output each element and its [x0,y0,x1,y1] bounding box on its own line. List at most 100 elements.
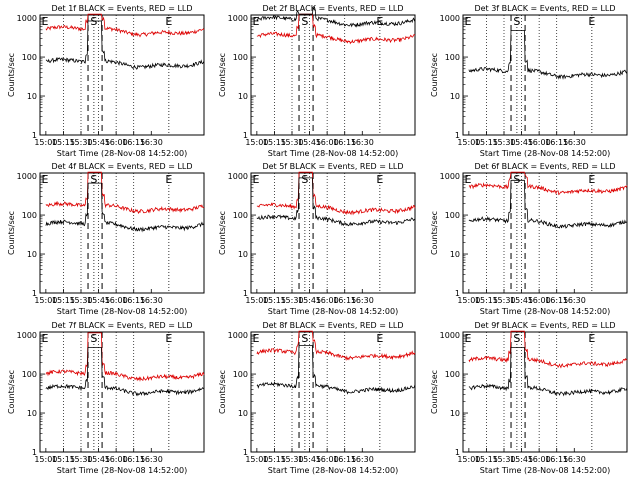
x-tick-label: 15:30 [492,455,515,464]
y-tick-label: 10 [27,409,37,418]
x-tick-label: 16:00 [105,138,128,147]
x-tick-label: 16:30 [563,455,586,464]
x-tick-label: 15:30 [280,138,303,147]
x-axis-label: Start Time (28-Nov-08 14:52:00) [268,307,398,316]
x-axis-label: Start Time (28-Nov-08 14:52:00) [480,307,610,316]
marker-label: E [165,15,172,28]
panel-title: Det 9f BLACK = Events, RED = LLD [474,321,615,330]
x-tick-label: 16:15 [122,138,145,147]
x-tick-label: 15:15 [52,296,75,305]
x-tick-label: 15:30 [69,296,92,305]
y-tick-label: 10 [27,92,37,101]
y-tick-label: 1 [455,131,460,140]
panel-title: Det 5f BLACK = Events, RED = LLD [262,162,403,171]
marker-label: S [513,173,520,186]
x-tick-label: 16:30 [140,455,163,464]
x-tick-label: 16:00 [316,455,339,464]
y-tick-label: 10 [27,250,37,259]
series-events-black [45,20,205,70]
x-tick-label: 15:15 [263,138,286,147]
y-tick-label: 1 [32,131,37,140]
y-tick-label: 100 [233,370,248,379]
series-lld-red [45,171,205,215]
x-tick-label: 15:15 [263,455,286,464]
marker-label: E [465,332,472,345]
x-axis-label: Start Time (28-Nov-08 14:52:00) [480,149,610,158]
x-tick-label: 16:15 [333,296,356,305]
marker-label: E [42,173,49,186]
plot-frame [39,172,205,294]
y-axis-label: Counts/sec [430,211,439,255]
plot-frame [250,14,416,136]
y-tick-label: 100 [233,53,248,62]
x-tick-label: 16:30 [140,138,163,147]
marker-label: S [301,173,308,186]
marker-label: E [376,173,383,186]
x-tick-label: 15:45 [87,455,110,464]
y-tick-label: 1000 [17,14,37,23]
x-tick-label: 15:45 [87,138,110,147]
x-tick-label: 15:30 [492,296,515,305]
series-events-black [256,177,416,227]
x-tick-label: 16:00 [105,296,128,305]
panel-title: Det 3f BLACK = Events, RED = LLD [474,4,615,13]
x-tick-label: 15:00 [457,455,480,464]
plot-frame [462,172,628,294]
marker-label: E [588,332,595,345]
y-tick-label: 1000 [228,331,248,340]
x-tick-label: 15:00 [245,296,268,305]
x-tick-label: 16:00 [528,455,551,464]
y-tick-label: 1 [243,131,248,140]
x-tick-label: 16:15 [545,138,568,147]
x-tick-label: 15:00 [457,138,480,147]
x-tick-label: 15:45 [298,138,321,147]
x-tick-label: 16:00 [105,455,128,464]
marker-label: S [90,15,97,28]
x-tick-label: 16:30 [351,138,374,147]
y-axis-label: Counts/sec [218,211,227,255]
y-tick-label: 1 [243,289,248,298]
x-axis-label: Start Time (28-Nov-08 14:52:00) [268,149,398,158]
series-events-black [45,347,205,397]
series-events-black [256,345,416,395]
x-tick-label: 15:00 [34,296,57,305]
y-tick-label: 1 [455,448,460,457]
x-tick-label: 15:15 [475,138,498,147]
y-tick-label: 1000 [228,172,248,181]
marker-label: E [376,332,383,345]
x-tick-label: 15:00 [34,455,57,464]
x-tick-label: 15:00 [34,138,57,147]
x-tick-label: 16:00 [528,296,551,305]
panel-title: Det 4f BLACK = Events, RED = LLD [51,162,192,171]
x-axis-label: Start Time (28-Nov-08 14:52:00) [480,466,610,475]
series-events-black [45,182,205,233]
series-events-black [256,6,416,28]
y-axis-label: Counts/sec [218,53,227,97]
x-tick-label: 16:00 [316,138,339,147]
series-lld-red [256,171,416,216]
x-tick-label: 16:15 [122,296,145,305]
y-tick-label: 100 [22,211,37,220]
x-tick-label: 16:30 [140,296,163,305]
y-tick-label: 1 [32,289,37,298]
y-tick-label: 100 [445,211,460,220]
marker-label: E [588,173,595,186]
y-tick-label: 1000 [228,14,248,23]
panel-7: Det 7f BLACK = Events, RED = LLD Counts/s… [7,321,205,475]
x-tick-label: 15:30 [69,455,92,464]
series-events-black [468,30,628,80]
x-tick-label: 16:30 [351,455,374,464]
plot-frame [250,331,416,453]
panel-1: Det 1f BLACK = Events, RED = LLD Counts/s… [7,4,205,158]
y-tick-label: 1000 [440,172,460,181]
x-tick-label: 16:15 [122,455,145,464]
series-events-black [468,179,628,229]
y-tick-label: 100 [445,370,460,379]
marker-label: S [513,332,520,345]
marker-label: S [513,15,520,28]
x-tick-label: 16:30 [351,296,374,305]
x-tick-label: 15:45 [298,455,321,464]
x-tick-label: 15:00 [245,455,268,464]
y-axis-label: Counts/sec [7,370,16,414]
x-tick-label: 15:45 [510,296,533,305]
